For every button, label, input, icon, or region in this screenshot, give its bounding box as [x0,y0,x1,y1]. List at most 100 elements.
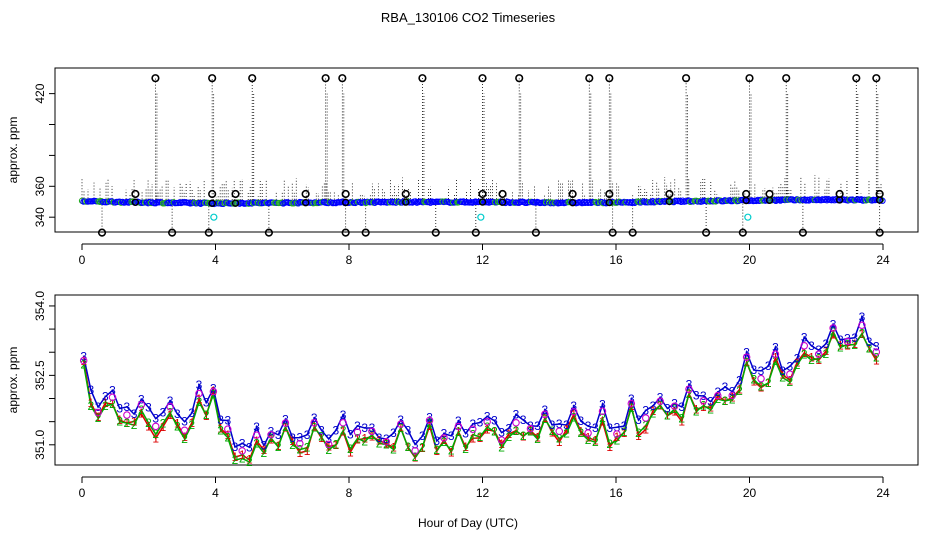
series-marker-1: 1 [224,428,231,442]
series-marker-2: 2 [116,415,123,429]
x-tick-label: 16 [609,253,623,267]
outlier-point [471,228,480,237]
series-marker-1: 1 [844,339,851,353]
series-marker-1: 1 [815,353,822,367]
top-plot-frame [54,67,919,233]
overlap-point [353,428,362,436]
overlap-point [238,447,246,455]
series-marker-1: 1 [441,433,448,447]
baseline-outlier-point [498,198,507,206]
x-tick-label: 24 [876,486,890,500]
baseline-point [822,196,829,203]
series-marker-3: 3 [138,392,145,406]
series-marker-2: 2 [794,358,801,372]
series-marker-1: 1 [628,399,635,413]
series-marker-1: 1 [736,383,743,397]
series-marker-1: 1 [260,443,267,457]
series-marker-1: 1 [116,413,123,427]
baseline-point [631,199,638,207]
series-marker-2: 2 [635,426,642,440]
series-marker-1: 1 [196,392,203,406]
series-marker-1: 1 [333,438,340,452]
series-marker-3: 3 [534,419,541,433]
y-tick-label: 420 [33,83,47,103]
overlap-point [771,350,780,358]
x-tick-label: 20 [743,253,757,267]
series-marker-3: 3 [585,419,592,433]
series-marker-1: 1 [556,435,563,449]
series-marker-1: 1 [80,354,87,368]
series-marker-1: 1 [642,422,649,436]
series-marker-1: 1 [794,355,801,369]
series-marker-1: 1 [253,434,260,448]
series-marker-2: 2 [772,354,779,368]
series-marker-2: 2 [542,412,549,426]
series-marker-1: 1 [210,384,217,398]
series-marker-2: 2 [152,427,159,441]
x-axis-label: Hour of Day (UTC) [418,516,518,530]
y-tick-label: 340 [33,207,47,227]
series-marker-1: 1 [700,400,707,414]
series-marker-1: 1 [686,387,693,401]
series-marker-2: 2 [606,437,613,451]
overlap-point [324,440,333,449]
outlier-point [782,74,791,83]
series-marker-3: 3 [750,363,757,377]
series-marker-3: 3 [318,423,325,437]
series-marker-1: 1 [448,445,455,459]
series-marker-3: 3 [513,407,520,421]
series-marker-3: 3 [116,402,123,416]
overlap-point [526,424,535,433]
series-marker-3: 3 [758,364,765,378]
series-marker-2: 2 [333,438,340,452]
series-marker-2: 2 [642,418,649,432]
outlier-point [301,189,310,199]
outlier-point [248,74,257,83]
baseline-point [144,200,152,207]
series-marker-2: 2 [686,387,693,401]
series-marker-2: 2 [181,432,188,446]
series-marker-1: 1 [851,337,858,351]
series-marker-2: 2 [304,441,311,455]
series-marker-2: 2 [556,431,563,445]
series-marker-1: 1 [102,396,109,410]
overlap-point [656,397,664,406]
series-marker-2: 2 [131,418,138,432]
series-marker-1: 1 [354,433,361,447]
series-marker-3: 3 [174,407,181,421]
baseline-point [858,196,865,203]
series-marker-1: 1 [203,409,210,423]
baseline-point [427,199,434,206]
series-marker-2: 2 [260,446,267,460]
series-marker-1: 1 [678,414,685,428]
outlier-point [151,74,160,83]
series-marker-3: 3 [621,419,628,433]
overlap-point [728,391,736,400]
outlier-point [338,74,347,83]
series-marker-3: 3 [80,350,87,364]
series-marker-1: 1 [707,400,714,414]
series-marker-1: 1 [390,440,397,454]
outlier-point [97,228,107,237]
outlier-point [605,74,614,83]
outlier-point [702,228,711,237]
series-marker-1: 1 [729,391,736,405]
outlier-point [431,228,440,237]
series-marker-2: 2 [614,434,621,448]
series-marker-2: 2 [405,440,412,454]
series-marker-3: 3 [787,359,794,373]
series-marker-1: 1 [765,376,772,390]
series-marker-2: 2 [419,441,426,455]
overlap-point [555,427,564,436]
series-marker-3: 3 [570,399,577,413]
series-marker-2: 2 [469,427,476,441]
series-marker-3: 3 [477,416,484,430]
baseline-point [679,197,686,204]
series-marker-3: 3 [469,417,476,431]
series-marker-3: 3 [873,339,880,353]
series-marker-3: 3 [152,412,159,426]
series-marker-3: 3 [556,417,563,431]
series-marker-1: 1 [520,429,527,443]
series-marker-1: 1 [145,419,152,433]
